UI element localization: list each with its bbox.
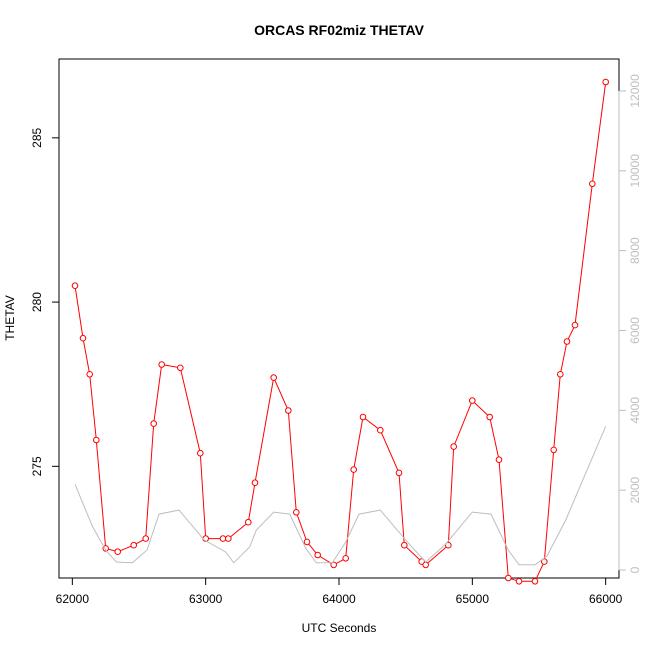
right-y-tick-label: 8000 — [628, 237, 642, 264]
x-tick-label: 64000 — [322, 592, 356, 606]
data-point — [422, 561, 430, 569]
data-point — [495, 456, 503, 464]
data-point — [563, 338, 571, 345]
data-point — [571, 321, 579, 329]
data-point — [251, 479, 259, 487]
data-point — [401, 541, 408, 549]
x-axis: 62000 63000 64000 65000 66000 — [56, 577, 623, 606]
data-point — [450, 443, 458, 450]
data-point — [469, 397, 476, 404]
data-point — [486, 413, 494, 421]
x-tick-label: 62000 — [56, 592, 90, 606]
y-axis: 275 280 285 — [30, 128, 60, 476]
data-point — [505, 574, 512, 582]
data-point — [330, 561, 338, 569]
data-point — [270, 374, 278, 381]
data-point — [93, 436, 100, 444]
data-point — [130, 541, 137, 549]
data-point — [359, 413, 367, 421]
data-point — [445, 541, 452, 549]
data-point — [86, 371, 93, 378]
data-point — [197, 449, 204, 457]
data-point — [395, 469, 403, 477]
altitude-line — [74, 426, 607, 566]
data-point — [557, 371, 564, 378]
data-point — [377, 426, 384, 434]
right-y-tick-label: 10000 — [628, 154, 642, 188]
right-y-tick-label: 6000 — [628, 317, 642, 344]
data-point — [158, 361, 165, 368]
right-y-tick-label: 2000 — [628, 476, 642, 503]
data-point — [225, 535, 232, 542]
right-y-tick-label: 0 — [628, 566, 642, 573]
data-point — [150, 420, 157, 427]
thetav-line — [74, 81, 607, 582]
right-y-axis: 0 2000 4000 6000 8000 10000 12000 — [618, 74, 642, 573]
data-point — [515, 578, 523, 585]
data-point — [285, 407, 292, 414]
data-point — [531, 578, 539, 585]
x-tick-label: 66000 — [589, 592, 623, 606]
data-point — [602, 78, 610, 86]
data-point — [177, 364, 184, 372]
data-point — [71, 282, 79, 290]
x-tick-label: 65000 — [456, 592, 490, 606]
data-point — [342, 555, 350, 562]
data-point — [293, 509, 300, 516]
data-point — [142, 535, 149, 542]
data-point — [589, 180, 596, 188]
data-point — [541, 558, 548, 565]
data-point — [245, 518, 252, 526]
data-point — [550, 446, 558, 454]
data-point — [303, 538, 311, 546]
chart-title: ORCAS RF02miz THETAV — [254, 22, 424, 38]
right-y-tick-label: 12000 — [628, 74, 642, 108]
data-point — [219, 535, 227, 542]
right-y-tick-label: 4000 — [628, 397, 642, 424]
y-tick-label: 280 — [30, 292, 44, 312]
x-axis-label: UTC Seconds — [302, 621, 377, 635]
data-point — [350, 466, 358, 473]
data-point — [79, 334, 87, 342]
y-tick-label: 285 — [30, 128, 44, 148]
x-tick-label: 63000 — [189, 592, 223, 606]
data-point — [114, 548, 121, 556]
data-point — [314, 551, 322, 559]
y-tick-label: 275 — [30, 456, 44, 476]
y-axis-label: THETAV — [3, 295, 17, 341]
series-layer — [71, 78, 610, 585]
plot-frame — [58, 58, 620, 579]
